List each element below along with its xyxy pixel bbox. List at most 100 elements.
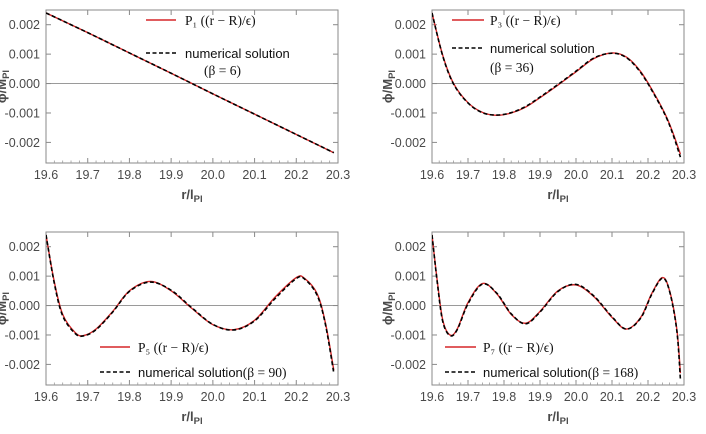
y-tick-label: 0.001 bbox=[395, 48, 426, 62]
x-tick-label: 20.1 bbox=[600, 168, 624, 182]
x-axis-label-main: r/l bbox=[181, 409, 193, 424]
panel-bottom-right: 19.6 19.7 19.8 19.9 20.0 20.1 20.2 20.3 0.002 0.0… bbox=[380, 231, 696, 427]
y-tick-label: 0.000 bbox=[395, 299, 426, 313]
x-tick-label: 20.3 bbox=[672, 390, 696, 404]
y-tick-label: -0.001 bbox=[5, 106, 40, 120]
y-tick-label: -0.001 bbox=[5, 328, 40, 342]
series-line-numerical bbox=[46, 12, 335, 154]
x-tick-label: 20.2 bbox=[284, 168, 308, 182]
x-tick-label: 20.0 bbox=[564, 390, 588, 404]
y-axis-label: ϕ/MPl bbox=[380, 292, 398, 325]
legend: P₅ ((r − R)/ϵ) numerical solution(β = 90) bbox=[100, 340, 287, 380]
panel-bottom-left: 19.6 19.7 19.8 19.9 20.0 20.1 20.2 20.3 0.002 0.0… bbox=[0, 231, 350, 427]
x-tick-label: 20.1 bbox=[242, 390, 266, 404]
y-tick-label: 0.000 bbox=[9, 299, 40, 313]
x-tick-label: 19.6 bbox=[420, 390, 444, 404]
series-line-numerical bbox=[46, 234, 335, 374]
x-tick-label: 20.2 bbox=[284, 390, 308, 404]
y-axis-label-main: ϕ/M bbox=[0, 301, 9, 325]
y-axis-label-sub: Pl bbox=[1, 292, 12, 301]
y-tick-label: 0.001 bbox=[9, 48, 40, 62]
y-tick-label: -0.002 bbox=[391, 136, 426, 150]
series-line-numerical bbox=[432, 234, 682, 380]
y-axis-label-sub: Pl bbox=[387, 70, 398, 79]
x-tick-label: 19.7 bbox=[76, 168, 100, 182]
legend-label-beta: (β = 6) bbox=[204, 63, 241, 78]
y-tick-label: 0.001 bbox=[395, 270, 426, 284]
y-axis-label-main: ϕ/M bbox=[380, 79, 395, 103]
panel-top-right: 19.6 19.7 19.8 19.9 20.0 20.1 20.2 20.3 0.002 0.0… bbox=[380, 9, 696, 205]
x-tick-label: 19.7 bbox=[76, 390, 100, 404]
y-tick-label: 0.002 bbox=[395, 18, 426, 32]
legend: P₇ ((r − R)/ϵ) numerical solution(β = 168… bbox=[445, 340, 638, 380]
x-axis-label-sub: Pl bbox=[560, 416, 569, 427]
legend-label-numerical: numerical solution(β = 90) bbox=[138, 365, 287, 380]
x-axis-label-sub: Pl bbox=[560, 194, 569, 205]
y-tick-label: 0.001 bbox=[9, 270, 40, 284]
x-tick-label: 19.6 bbox=[34, 168, 58, 182]
y-tick-label: 0.000 bbox=[9, 77, 40, 91]
x-tick-label: 19.6 bbox=[34, 390, 58, 404]
x-tick-label: 19.6 bbox=[420, 168, 444, 182]
plot-frame bbox=[431, 231, 685, 386]
x-tick-label: 19.9 bbox=[159, 168, 183, 182]
y-axis-label-main: ϕ/M bbox=[380, 301, 395, 325]
x-tick-label: 19.9 bbox=[528, 168, 552, 182]
x-tick-label: 20.3 bbox=[672, 168, 696, 182]
plot-frame bbox=[45, 231, 339, 386]
x-tick-label: 19.7 bbox=[456, 390, 480, 404]
legend-label-numerical: numerical solution(β = 168) bbox=[483, 365, 638, 380]
x-axis-label-sub: Pl bbox=[194, 194, 203, 205]
y-tick-label: 0.002 bbox=[395, 240, 426, 254]
x-tick-label: 20.0 bbox=[201, 168, 225, 182]
y-tick-label: 0.000 bbox=[395, 77, 426, 91]
legend-label-beta: (β = 168) bbox=[588, 365, 638, 380]
plot-frame bbox=[431, 9, 685, 164]
y-tick-label: -0.001 bbox=[391, 106, 426, 120]
y-axis-label: ϕ/MPl bbox=[0, 70, 12, 103]
legend-label-numerical: numerical solution bbox=[185, 46, 290, 61]
y-tick-label: -0.002 bbox=[391, 358, 426, 372]
x-axis-label: r/lPl bbox=[181, 409, 202, 427]
legend-label-polynomial: P₇ ((r − R)/ϵ) bbox=[483, 340, 554, 355]
x-axis-label: r/lPl bbox=[181, 187, 202, 205]
x-tick-label: 20.0 bbox=[201, 390, 225, 404]
legend-label-numerical-text: numerical solution bbox=[483, 365, 588, 380]
x-axis-label-main: r/l bbox=[181, 187, 193, 202]
x-tick-label: 19.7 bbox=[456, 168, 480, 182]
y-axis-label: ϕ/MPl bbox=[380, 70, 398, 103]
x-tick-label: 19.8 bbox=[492, 168, 516, 182]
x-tick-label: 20.1 bbox=[242, 168, 266, 182]
legend-label-polynomial: P₅ ((r − R)/ϵ) bbox=[138, 340, 209, 355]
x-tick-label: 20.1 bbox=[600, 390, 624, 404]
x-tick-label: 20.2 bbox=[636, 168, 660, 182]
x-tick-label: 20.3 bbox=[326, 390, 350, 404]
y-tick-label: -0.001 bbox=[391, 328, 426, 342]
y-axis-label-sub: Pl bbox=[387, 292, 398, 301]
y-tick-label: -0.002 bbox=[5, 136, 40, 150]
x-axis-label-main: r/l bbox=[547, 187, 559, 202]
x-axis-label-sub: Pl bbox=[194, 416, 203, 427]
panel-top-left: 19.6 19.7 19.8 19.9 20.0 20.1 20.2 20.3 0.002 0.0… bbox=[0, 9, 350, 205]
y-tick-label: 0.002 bbox=[9, 240, 40, 254]
series-line-polynomial bbox=[432, 234, 682, 374]
y-axis-label-sub: Pl bbox=[1, 70, 12, 79]
x-tick-label: 19.9 bbox=[528, 390, 552, 404]
y-axis-label: ϕ/MPl bbox=[0, 292, 12, 325]
y-tick-label: -0.002 bbox=[5, 358, 40, 372]
legend: P₁ ((r − R)/ϵ) numerical solution (β = 6) bbox=[146, 13, 290, 78]
x-axis-label: r/lPl bbox=[547, 409, 568, 427]
plot-frame bbox=[45, 9, 339, 164]
legend-label-numerical-text: numerical solution bbox=[138, 365, 243, 380]
x-axis-label-main: r/l bbox=[547, 409, 559, 424]
legend-label-polynomial: P₁ ((r − R)/ϵ) bbox=[185, 13, 256, 28]
y-axis-label-main: ϕ/M bbox=[0, 79, 9, 103]
x-tick-label: 20.2 bbox=[636, 390, 660, 404]
x-axis-label: r/lPl bbox=[547, 187, 568, 205]
x-tick-label: 19.8 bbox=[117, 168, 141, 182]
x-tick-label: 19.8 bbox=[117, 390, 141, 404]
legend: P₃ ((r − R)/ϵ) numerical solution (β = 36) bbox=[452, 13, 595, 75]
y-tick-label: 0.002 bbox=[9, 18, 40, 32]
legend-label-polynomial: P₃ ((r − R)/ϵ) bbox=[490, 13, 561, 28]
